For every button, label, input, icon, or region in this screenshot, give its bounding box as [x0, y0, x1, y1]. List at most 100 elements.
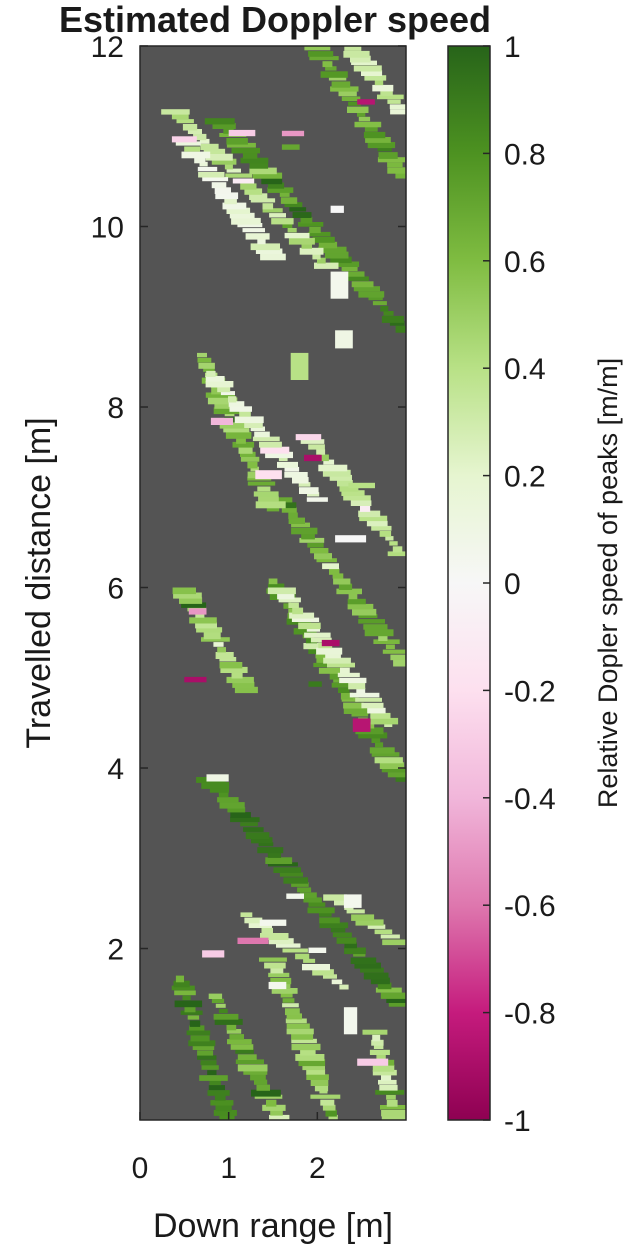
trace-strip	[308, 231, 331, 237]
trace-strip	[254, 1094, 283, 1099]
trace-strip	[258, 842, 274, 847]
trace-strip	[219, 662, 243, 669]
colorbar-tick-label: 0.2	[504, 461, 546, 494]
doppler-patch	[304, 454, 322, 462]
trace-strip	[267, 187, 294, 193]
trace-strip	[260, 253, 286, 261]
trace-strip	[220, 666, 248, 673]
trace-strip	[360, 505, 371, 512]
trace-strip	[314, 1084, 329, 1092]
trace-strip	[371, 752, 400, 757]
trace-strip	[377, 157, 405, 163]
trace-strip	[325, 66, 337, 71]
trace-strip	[238, 446, 253, 454]
trace-strip	[385, 644, 395, 650]
trace-strip	[222, 202, 247, 210]
trace-strip	[282, 948, 308, 953]
trace-strip	[307, 492, 320, 497]
trace-strip	[375, 987, 402, 993]
trace-strip	[228, 401, 245, 407]
trace-strip	[332, 932, 352, 938]
trace-strip	[386, 1099, 398, 1107]
trace-strip	[339, 485, 359, 492]
trace-strip	[381, 767, 406, 773]
trace-strip	[200, 143, 219, 151]
trace-strip	[202, 177, 229, 182]
trace-strip	[281, 507, 297, 513]
trace-strip	[199, 1075, 228, 1081]
trace-strip	[333, 677, 342, 683]
trace-strip	[310, 1079, 329, 1086]
trace-strip	[257, 486, 271, 492]
trace-strip	[215, 652, 234, 659]
colorbar-tick-label: 1	[504, 31, 521, 64]
trace-strip	[223, 427, 250, 433]
trace-strip	[277, 592, 295, 600]
trace-strip	[377, 147, 392, 152]
trace-strip	[334, 899, 350, 906]
trace-strip	[312, 236, 335, 243]
trace-strip	[322, 61, 333, 68]
trace-strip	[323, 657, 351, 664]
trace-strip	[350, 500, 372, 506]
trace-strip	[189, 1020, 201, 1027]
trace-strip	[387, 772, 406, 778]
doppler-patch	[259, 919, 287, 926]
colorbar-tick-label: 0.4	[504, 353, 546, 386]
y-axis-ticks: 2 4 6 8 10 12	[91, 31, 406, 967]
trace-strip	[205, 392, 235, 398]
doppler-patch	[348, 482, 375, 489]
trace-strip	[361, 702, 384, 709]
trace-strip	[315, 652, 327, 659]
trace-strip	[329, 568, 340, 575]
trace-strip	[319, 917, 340, 924]
trace-strip	[254, 1079, 268, 1085]
trace-strip	[353, 286, 380, 292]
trace-strip	[259, 957, 287, 962]
trace-strip	[291, 1033, 314, 1040]
trace-strip	[176, 119, 194, 124]
trace-strip	[257, 847, 284, 854]
trace-strip	[285, 1018, 307, 1024]
trace-strip	[187, 1015, 200, 1020]
trace-strip	[220, 391, 235, 396]
trace-strip	[382, 649, 406, 654]
trace-strip	[349, 692, 380, 698]
trace-strip	[307, 543, 324, 548]
colorbar-tick-label: -0.6	[504, 890, 556, 923]
trace-strip	[331, 682, 350, 688]
trace-strip	[322, 563, 339, 570]
trace-strip	[377, 982, 392, 990]
trace-strip	[244, 917, 263, 924]
trace-strip	[214, 187, 231, 194]
trace-strip	[209, 1080, 221, 1086]
trace-strip	[249, 167, 277, 175]
trace-strip	[308, 51, 334, 57]
trace-strip	[318, 246, 347, 254]
trace-strip	[286, 1013, 302, 1020]
trace-strip	[303, 643, 327, 650]
trace-strip	[390, 109, 406, 115]
trace-strip	[337, 672, 360, 678]
trace-strip	[235, 1059, 264, 1064]
trace-strip	[314, 262, 339, 269]
doppler-patch	[335, 330, 353, 349]
trace-strip	[303, 897, 322, 903]
trace-strip	[219, 422, 249, 429]
trace-strip	[264, 962, 286, 969]
trace-strip	[353, 65, 382, 72]
trace-strip	[336, 588, 362, 595]
trace-strip	[320, 1099, 335, 1106]
doppler-patch	[210, 417, 234, 425]
trace-strip	[278, 1120, 287, 1127]
trace-strip	[261, 177, 283, 185]
trace-strip	[381, 315, 404, 323]
trace-strip	[226, 676, 254, 684]
trace-strip	[180, 1010, 203, 1015]
trace-strip	[320, 454, 329, 462]
trace-strip	[279, 192, 290, 197]
x-tick-label: 2	[309, 1152, 326, 1185]
trace-strip	[235, 1049, 254, 1054]
trace-strip	[339, 984, 349, 990]
trace-strip	[306, 497, 328, 502]
